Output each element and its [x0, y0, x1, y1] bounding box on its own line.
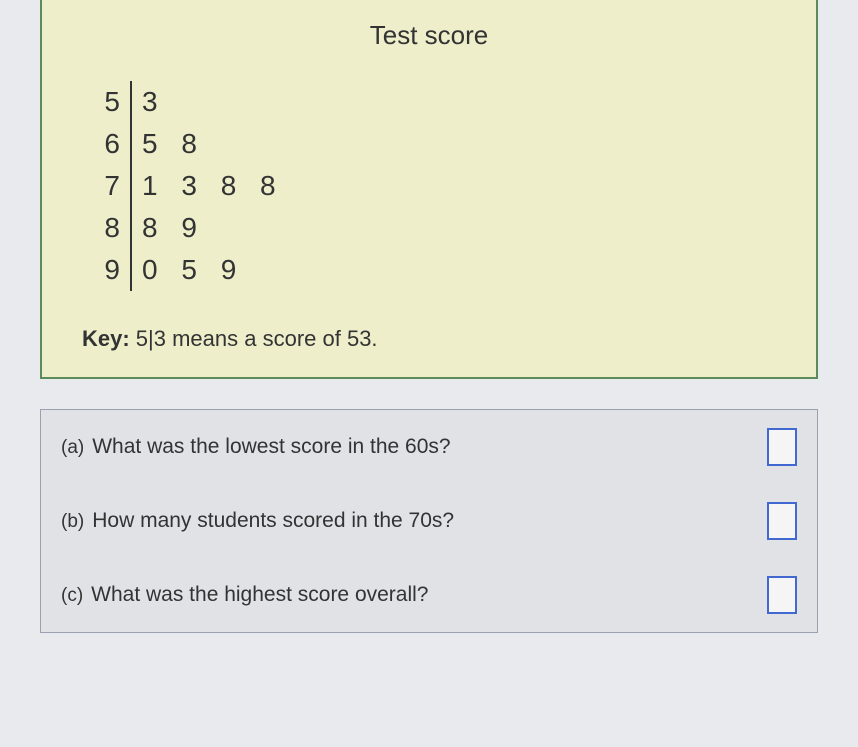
stem-leaf-row: 5 3 [102, 81, 786, 123]
stem-leaf-row: 9 0 5 9 [102, 249, 786, 291]
leaf-cell: 5 8 [132, 123, 205, 165]
question-row: (b) How many students scored in the 70s? [41, 484, 817, 558]
key-text: Key: 5|3 means a score of 53. [82, 326, 786, 352]
question-body: How many students scored in the 70s? [92, 509, 454, 533]
stem-leaf-row: 7 1 3 8 8 [102, 165, 786, 207]
stem-cell: 7 [102, 165, 132, 207]
stem-leaf-row: 8 8 9 [102, 207, 786, 249]
leaf-cell: 3 [132, 81, 166, 123]
answer-input-b[interactable] [767, 502, 797, 540]
key-value: 5|3 means a score of 53. [130, 326, 378, 351]
question-text: (b) How many students scored in the 70s? [61, 509, 454, 533]
question-row: (c) What was the highest score overall? [41, 558, 817, 632]
leaf-cell: 0 5 9 [132, 249, 244, 291]
question-body: What was the highest score overall? [91, 583, 428, 607]
question-row: (a) What was the lowest score in the 60s… [41, 410, 817, 484]
stem-cell: 5 [102, 81, 132, 123]
stem-cell: 9 [102, 249, 132, 291]
stem-cell: 6 [102, 123, 132, 165]
stem-leaf-panel: Test score 5 3 6 5 8 7 1 3 8 8 8 8 9 9 0… [40, 0, 818, 379]
question-text: (a) What was the lowest score in the 60s… [61, 435, 451, 459]
question-label: (c) [61, 585, 83, 607]
stem-cell: 8 [102, 207, 132, 249]
answer-input-a[interactable] [767, 428, 797, 466]
stem-leaf-row: 6 5 8 [102, 123, 786, 165]
question-label: (b) [61, 511, 84, 533]
questions-panel: (a) What was the lowest score in the 60s… [40, 409, 818, 633]
key-label: Key: [82, 326, 130, 351]
answer-input-c[interactable] [767, 576, 797, 614]
question-label: (a) [61, 437, 84, 459]
leaf-cell: 8 9 [132, 207, 205, 249]
question-body: What was the lowest score in the 60s? [92, 435, 450, 459]
leaf-cell: 1 3 8 8 [132, 165, 284, 207]
stem-leaf-table: 5 3 6 5 8 7 1 3 8 8 8 8 9 9 0 5 9 [102, 81, 786, 291]
panel-title: Test score [72, 20, 786, 51]
question-text: (c) What was the highest score overall? [61, 583, 429, 607]
